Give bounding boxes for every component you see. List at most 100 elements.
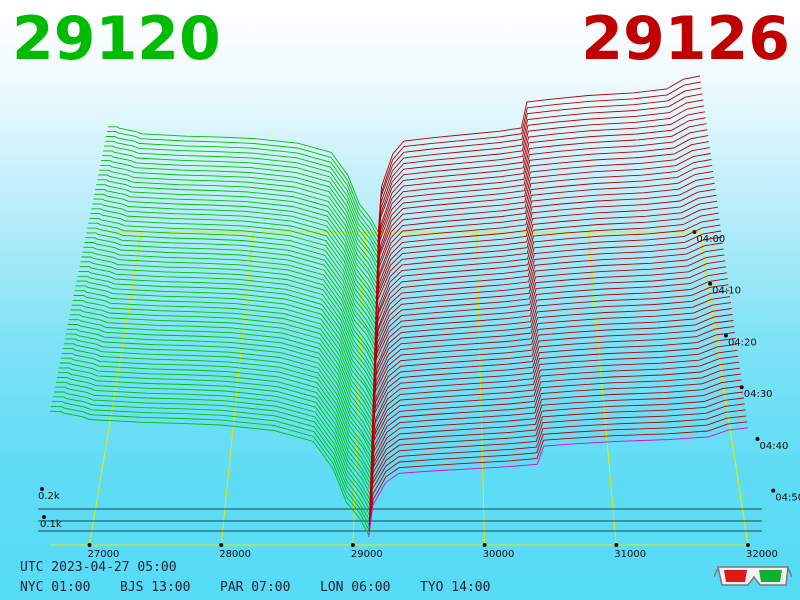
ask-depth-line — [372, 266, 727, 398]
ask-depth-line — [369, 391, 744, 507]
amount-tick — [40, 487, 44, 491]
ask-depth-line — [369, 373, 741, 491]
bid-depth-line — [80, 261, 375, 377]
ask-depth-line — [371, 308, 732, 434]
ask-depth-line — [375, 164, 713, 310]
utc-time: UTC 2023-04-27 05:00 — [20, 560, 177, 575]
bid-depth-line — [73, 295, 373, 412]
ask-depth-line — [377, 99, 704, 253]
ask-depth-lines — [368, 75, 749, 538]
ask-depth-line — [376, 111, 705, 264]
ask-depth-line — [369, 397, 744, 512]
bid-depth-line — [95, 189, 377, 300]
time-tick-label: 04:50 — [775, 493, 800, 504]
ask-depth-line — [368, 421, 748, 532]
ask-depth-line — [372, 272, 727, 403]
bid-depth-line — [62, 348, 372, 469]
price-gridline — [352, 231, 366, 546]
ask-depth-line — [368, 409, 746, 522]
bid-depth-line — [61, 352, 372, 474]
bid-depth-line — [96, 184, 377, 294]
price-tick-label: 32000 — [746, 549, 778, 560]
bid-depth-line — [72, 299, 373, 418]
bid-depth-line — [69, 314, 373, 433]
ask-depth-line — [377, 87, 702, 243]
ask-price: 29126 — [581, 4, 790, 74]
3d-glasses-icon[interactable] — [714, 561, 792, 591]
bid-depth-line — [83, 246, 375, 361]
ask-depth-line — [371, 314, 733, 439]
bid-depth-line — [102, 155, 378, 264]
bid-depth-lines — [50, 126, 379, 536]
time-lon: LON 06:00 — [320, 580, 391, 595]
ask-depth-line — [370, 355, 739, 476]
ask-depth-line — [370, 361, 740, 481]
axis-labels: 27000 28000 29000 30000 31000 32000 04:00 04:10… — [38, 234, 800, 560]
bid-depth-line — [106, 136, 379, 243]
ask-depth-line — [370, 331, 736, 455]
bid-depth-line — [101, 160, 378, 269]
time-tick — [708, 281, 713, 286]
ask-depth-line — [371, 296, 731, 424]
ask-depth-line — [373, 218, 720, 357]
ask-depth-line — [372, 260, 726, 393]
bid-price: 29120 — [12, 4, 221, 74]
amount-tick-label: 0.1k — [40, 519, 62, 530]
ask-depth-line — [372, 278, 728, 408]
bid-depth-line — [68, 319, 373, 438]
ask-depth-line — [375, 153, 711, 300]
ask-depth-line — [374, 212, 719, 351]
bid-depth-line — [75, 285, 374, 402]
bid-depth-line — [107, 131, 379, 238]
bid-depth-line — [89, 217, 376, 330]
ask-depth-line — [371, 325, 735, 450]
bid-depth-line — [92, 203, 377, 315]
bid-depth-line — [74, 290, 374, 407]
price-tick — [350, 543, 355, 547]
bid-depth-line — [58, 367, 371, 490]
bid-depth-line — [52, 401, 370, 525]
chart-grid — [38, 230, 776, 547]
bid-depth-line — [67, 324, 372, 443]
ask-depth-line — [370, 337, 736, 460]
time-tick-label: 04:20 — [728, 337, 757, 348]
ask-depth-line — [370, 349, 738, 470]
time-bjs: BJS 13:00 — [120, 580, 191, 595]
bid-depth-line — [77, 275, 374, 392]
price-tick-label: 30000 — [483, 549, 515, 560]
price-tick — [482, 543, 487, 547]
ask-depth-line — [376, 141, 709, 289]
ask-depth-line — [377, 75, 701, 233]
ask-depth-line — [375, 159, 712, 305]
bid-depth-line — [53, 391, 370, 515]
bid-depth-line — [87, 227, 376, 341]
ask-depth-line — [374, 200, 718, 341]
bid-depth-line — [52, 396, 370, 520]
ask-depth-line — [376, 135, 709, 284]
amount-tick — [42, 515, 46, 519]
amount-tick-label: 0.2k — [38, 491, 60, 502]
ask-depth-line — [372, 254, 725, 388]
ask-depth-line — [377, 93, 703, 248]
bid-depth-line — [99, 169, 378, 279]
time-tick — [771, 488, 776, 493]
ask-depth-line — [372, 290, 730, 419]
bid-depth-line — [98, 174, 378, 284]
bid-depth-line — [78, 270, 374, 387]
ask-depth-line — [368, 427, 749, 538]
ask-depth-line — [373, 224, 721, 362]
ask-depth-line — [373, 248, 724, 382]
ask-depth-line — [377, 81, 701, 238]
ask-depth-line — [376, 129, 708, 279]
bid-depth-line — [93, 198, 377, 310]
ask-depth-line — [372, 284, 729, 413]
price-gridline — [89, 231, 143, 546]
ask-depth-line — [373, 230, 722, 367]
bid-depth-line — [66, 328, 372, 448]
time-tick-label: 04:10 — [712, 286, 741, 297]
bid-depth-line — [105, 140, 379, 248]
bid-depth-line — [50, 410, 370, 536]
time-tick-label: 04:00 — [696, 234, 725, 245]
bid-depth-line — [90, 213, 376, 325]
bid-depth-line — [100, 164, 378, 274]
